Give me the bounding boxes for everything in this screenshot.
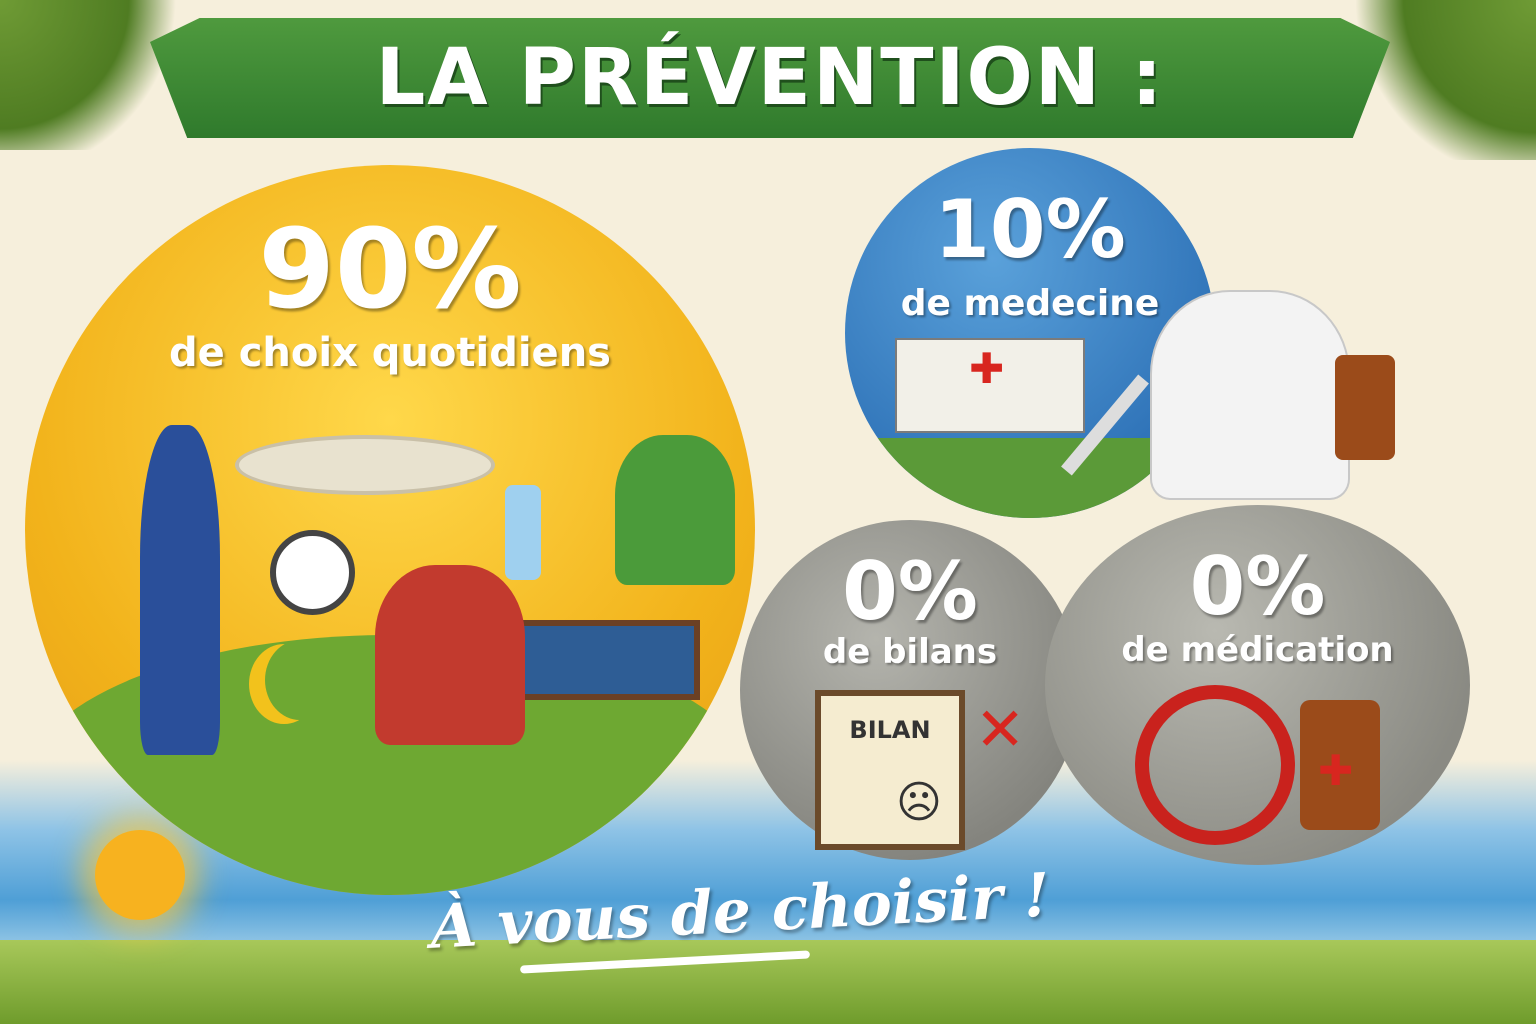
percent-medication: 0% — [1189, 540, 1326, 633]
percent-daily-choices: 90% — [258, 205, 522, 333]
yoga-figure — [375, 565, 525, 745]
percent-medicine: 10% — [934, 183, 1126, 276]
runner-figure — [140, 425, 220, 755]
man-eating-salad-figure — [615, 435, 735, 585]
page-title: LA PRÉVENTION : — [375, 33, 1165, 123]
label-medicine: de medecine — [900, 283, 1160, 324]
medicine-bottle-icon — [1335, 355, 1395, 460]
percent-checkups: 0% — [842, 545, 978, 638]
red-cross-icon: ✚ — [1318, 746, 1354, 795]
label-checkups: de bilans — [822, 632, 998, 672]
red-cross-icon: ✚ — [969, 344, 1005, 393]
water-bottle-icon — [505, 485, 541, 580]
vegetable-plate-icon — [235, 435, 495, 495]
clipboard-label: BILAN — [849, 716, 931, 744]
label-medication: de médication — [1121, 630, 1394, 670]
alarm-clock-icon — [270, 530, 355, 615]
clipboard-icon: BILAN ☹ — [815, 690, 965, 850]
label-daily-choices: de choix quotidiens — [169, 330, 611, 376]
no-pills-icon — [1135, 685, 1295, 845]
tree-foliage — [1356, 0, 1536, 160]
sad-face-icon: ☹ — [896, 777, 942, 828]
tree-foliage — [0, 0, 180, 150]
pill-bottle-icon: ✚ — [1300, 700, 1380, 830]
daily-choices-circle: 90% de choix quotidiens — [25, 165, 755, 895]
doctor-figure — [1150, 290, 1350, 500]
title-banner: LA PRÉVENTION : — [150, 18, 1390, 138]
moon-icon — [265, 640, 335, 720]
bed-icon — [515, 620, 700, 700]
hospital-icon: ✚ — [895, 338, 1085, 433]
red-x-icon: ✕ — [975, 695, 1026, 765]
